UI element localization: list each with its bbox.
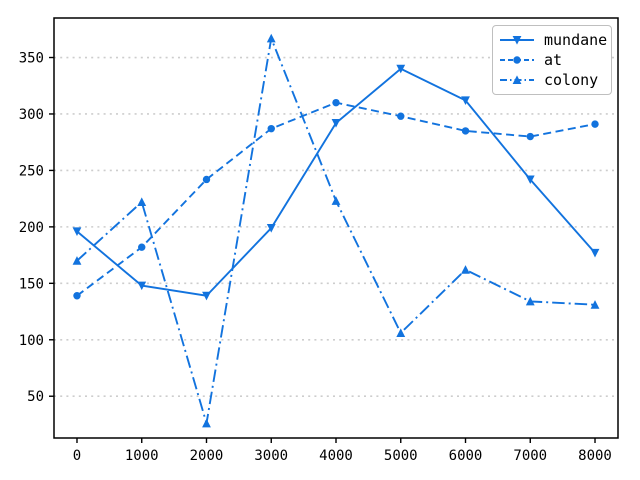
- marker-mundane-3000: [266, 224, 276, 233]
- marker-colony-1000: [137, 197, 147, 207]
- legend-item-mundane: mundane: [499, 30, 608, 50]
- xtick-label-8000: 8000: [578, 448, 612, 464]
- marker-mundane-1000: [137, 281, 147, 291]
- xtick-label-4000: 4000: [319, 448, 353, 464]
- marker-mundane-6000: [461, 96, 470, 106]
- marker-colony-5000: [396, 328, 406, 337]
- legend-label-at: at: [544, 51, 563, 69]
- marker-at-3000: [267, 124, 275, 133]
- legend-item-at: at: [499, 50, 605, 70]
- marker-at-8000: [591, 120, 599, 128]
- legend-label-colony: colony: [544, 71, 599, 89]
- marker-at-4000: [332, 98, 340, 107]
- ytick-label-200: 200: [19, 220, 44, 236]
- marker-at-1000: [138, 243, 146, 251]
- marker-at-2000: [202, 175, 211, 184]
- xtick-label-6000: 6000: [449, 448, 483, 464]
- marker-mundane-5000: [396, 64, 406, 74]
- marker-mundane-4000: [331, 119, 341, 128]
- marker-at-7000: [526, 132, 534, 141]
- legend-sample-mundane-icon: [500, 36, 534, 45]
- legend-sample-colony-icon: [500, 75, 534, 84]
- marker-at-5000: [397, 112, 405, 120]
- ytick-label-300: 300: [19, 107, 44, 123]
- marker-colony-6000: [461, 265, 470, 274]
- legend-marker-colony-icon: [512, 75, 522, 84]
- ytick-label-250: 250: [19, 163, 44, 179]
- ytick-label-100: 100: [19, 333, 44, 349]
- marker-colony-8000: [590, 300, 600, 309]
- legend: mundane at colony: [492, 25, 612, 95]
- legend-marker-mundane-icon: [512, 36, 522, 45]
- legend-marker-at-icon: [513, 56, 521, 64]
- axes-frame: [53, 17, 619, 439]
- marker-mundane-2000: [202, 291, 211, 301]
- marker-colony-2000: [202, 418, 211, 428]
- marker-at-0: [73, 292, 81, 300]
- marker-colony-7000: [525, 296, 535, 306]
- legend-sample-at-icon: [500, 56, 534, 64]
- legend-item-colony: colony: [499, 70, 605, 90]
- marker-mundane-7000: [525, 175, 535, 185]
- marker-mundane-8000: [590, 248, 600, 258]
- series-line-colony: [76, 34, 596, 424]
- marker-mundane-0: [72, 227, 82, 236]
- ytick-label-50: 50: [27, 389, 44, 405]
- ytick-label-350: 350: [19, 51, 44, 67]
- legend-label-mundane: mundane: [544, 31, 608, 49]
- marker-colony-0: [72, 256, 82, 265]
- xtick-label-2000: 2000: [190, 448, 224, 464]
- xtick-label-7000: 7000: [513, 448, 547, 464]
- xtick-label-0: 0: [73, 448, 81, 464]
- ytick-label-150: 150: [19, 276, 44, 292]
- marker-colony-4000: [331, 196, 341, 205]
- xtick-label-1000: 1000: [125, 448, 159, 464]
- xtick-label-5000: 5000: [384, 448, 418, 464]
- marker-at-6000: [461, 127, 470, 135]
- marker-colony-3000: [266, 33, 276, 43]
- xtick-label-3000: 3000: [254, 448, 288, 464]
